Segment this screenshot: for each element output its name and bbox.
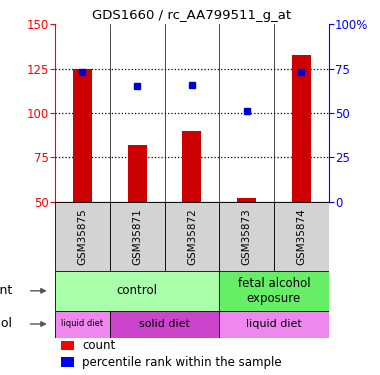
Bar xyxy=(219,310,329,338)
Bar xyxy=(237,198,256,202)
Bar xyxy=(219,271,329,310)
Bar xyxy=(182,131,201,202)
Bar xyxy=(219,202,274,271)
Text: liquid diet: liquid diet xyxy=(246,319,302,329)
Bar xyxy=(110,310,219,338)
Text: GSM35872: GSM35872 xyxy=(187,208,197,265)
Text: GSM35873: GSM35873 xyxy=(242,208,252,265)
Bar xyxy=(73,69,92,202)
Bar xyxy=(55,310,110,338)
Text: GSM35875: GSM35875 xyxy=(78,208,87,265)
Bar xyxy=(165,202,219,271)
Text: count: count xyxy=(82,339,116,352)
Text: percentile rank within the sample: percentile rank within the sample xyxy=(82,356,282,369)
Bar xyxy=(292,54,311,202)
Text: protocol: protocol xyxy=(0,318,13,330)
Text: solid diet: solid diet xyxy=(139,319,190,329)
Bar xyxy=(55,271,219,310)
Text: GSM35874: GSM35874 xyxy=(296,208,306,265)
Bar xyxy=(110,202,165,271)
Bar xyxy=(128,145,147,202)
Text: control: control xyxy=(117,284,158,297)
Title: GDS1660 / rc_AA799511_g_at: GDS1660 / rc_AA799511_g_at xyxy=(92,9,291,22)
Bar xyxy=(55,202,110,271)
Bar xyxy=(60,357,74,367)
Text: GSM35871: GSM35871 xyxy=(132,208,142,265)
Bar xyxy=(274,202,329,271)
Text: fetal alcohol
exposure: fetal alcohol exposure xyxy=(238,277,310,305)
Text: liquid diet: liquid diet xyxy=(62,320,103,328)
Text: agent: agent xyxy=(0,284,13,297)
Bar xyxy=(60,340,74,350)
